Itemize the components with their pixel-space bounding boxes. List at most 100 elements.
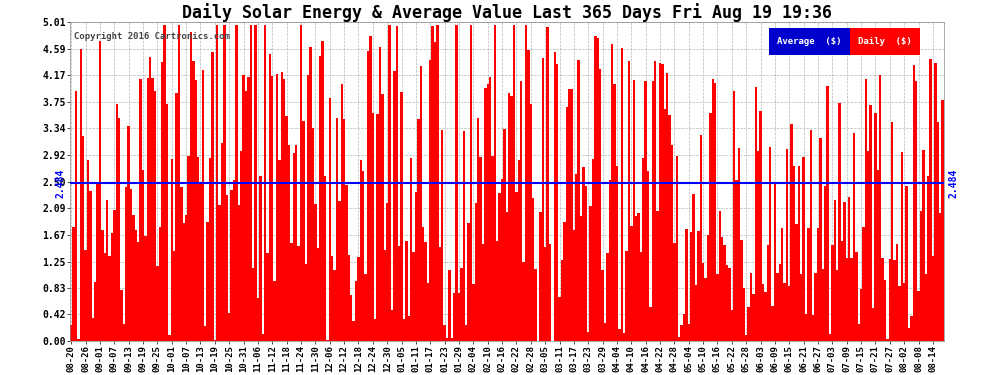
Bar	[896, 244, 898, 341]
Bar	[101, 230, 104, 341]
Bar	[778, 264, 781, 341]
Bar	[472, 284, 474, 341]
Bar	[614, 84, 616, 341]
Bar	[381, 94, 383, 341]
Bar	[223, 26, 226, 341]
Bar	[199, 182, 202, 341]
Bar	[173, 251, 175, 341]
Bar	[635, 216, 638, 341]
Bar	[94, 282, 96, 341]
Bar	[178, 26, 180, 341]
Bar	[673, 243, 675, 341]
Bar	[192, 61, 194, 341]
Bar	[446, 338, 448, 341]
Bar	[140, 79, 142, 341]
Bar	[228, 314, 231, 341]
Bar	[317, 248, 319, 341]
Bar	[84, 251, 87, 341]
Bar	[293, 153, 295, 341]
Bar	[592, 159, 594, 341]
Bar	[243, 75, 245, 341]
Bar	[367, 51, 369, 341]
Bar	[410, 158, 412, 341]
Bar	[185, 215, 187, 341]
Bar	[412, 252, 415, 341]
Bar	[432, 26, 434, 341]
Bar	[906, 186, 908, 341]
Bar	[482, 244, 484, 341]
Bar	[158, 227, 161, 341]
Bar	[575, 174, 577, 341]
Bar	[256, 298, 259, 341]
Bar	[643, 158, 644, 341]
Bar	[398, 246, 400, 341]
Bar	[503, 129, 506, 341]
Bar	[879, 75, 881, 341]
Bar	[477, 118, 479, 341]
Bar	[273, 281, 276, 341]
Bar	[403, 320, 405, 341]
Bar	[587, 332, 589, 341]
Bar	[874, 113, 877, 341]
Bar	[180, 187, 182, 341]
Bar	[644, 81, 646, 341]
Bar	[626, 251, 628, 341]
Bar	[133, 215, 135, 341]
Bar	[494, 26, 496, 341]
Bar	[810, 130, 812, 341]
Bar	[295, 145, 297, 341]
Bar	[434, 42, 437, 341]
Bar	[331, 255, 334, 341]
Bar	[153, 92, 156, 341]
Bar	[288, 145, 290, 341]
Bar	[937, 122, 939, 341]
Bar	[427, 283, 429, 341]
Bar	[685, 229, 688, 341]
Bar	[281, 72, 283, 341]
Bar	[219, 205, 221, 341]
Bar	[271, 76, 273, 341]
Bar	[82, 136, 84, 341]
Bar	[489, 77, 491, 341]
Bar	[731, 309, 733, 341]
Bar	[932, 256, 935, 341]
Bar	[236, 26, 238, 341]
Bar	[508, 93, 511, 341]
Bar	[864, 79, 867, 341]
Bar	[724, 245, 726, 341]
Bar	[462, 131, 465, 341]
Bar	[116, 105, 118, 341]
Bar	[499, 194, 501, 341]
Bar	[99, 40, 101, 341]
Bar	[268, 54, 271, 341]
Bar	[204, 327, 207, 341]
Text: Copyright 2016 Cartronics.com: Copyright 2016 Cartronics.com	[74, 32, 231, 40]
Bar	[915, 81, 918, 341]
Bar	[221, 142, 223, 341]
Bar	[819, 138, 822, 341]
Bar	[182, 223, 185, 341]
Bar	[540, 212, 542, 341]
Bar	[168, 335, 170, 341]
Bar	[601, 270, 604, 341]
Bar	[347, 255, 350, 341]
Bar	[803, 157, 805, 341]
Bar	[278, 160, 281, 341]
Bar	[709, 113, 712, 341]
Bar	[884, 280, 886, 341]
Bar	[736, 180, 738, 341]
Bar	[415, 192, 417, 341]
Bar	[77, 339, 79, 341]
Bar	[714, 83, 717, 341]
Bar	[506, 212, 508, 341]
Bar	[391, 310, 393, 341]
Bar	[448, 270, 450, 341]
Bar	[518, 160, 520, 341]
Bar	[439, 247, 441, 341]
Bar	[795, 224, 798, 341]
Bar	[371, 113, 374, 341]
Bar	[913, 65, 915, 341]
Bar	[855, 252, 857, 341]
Bar	[764, 292, 766, 341]
Bar	[618, 329, 621, 341]
